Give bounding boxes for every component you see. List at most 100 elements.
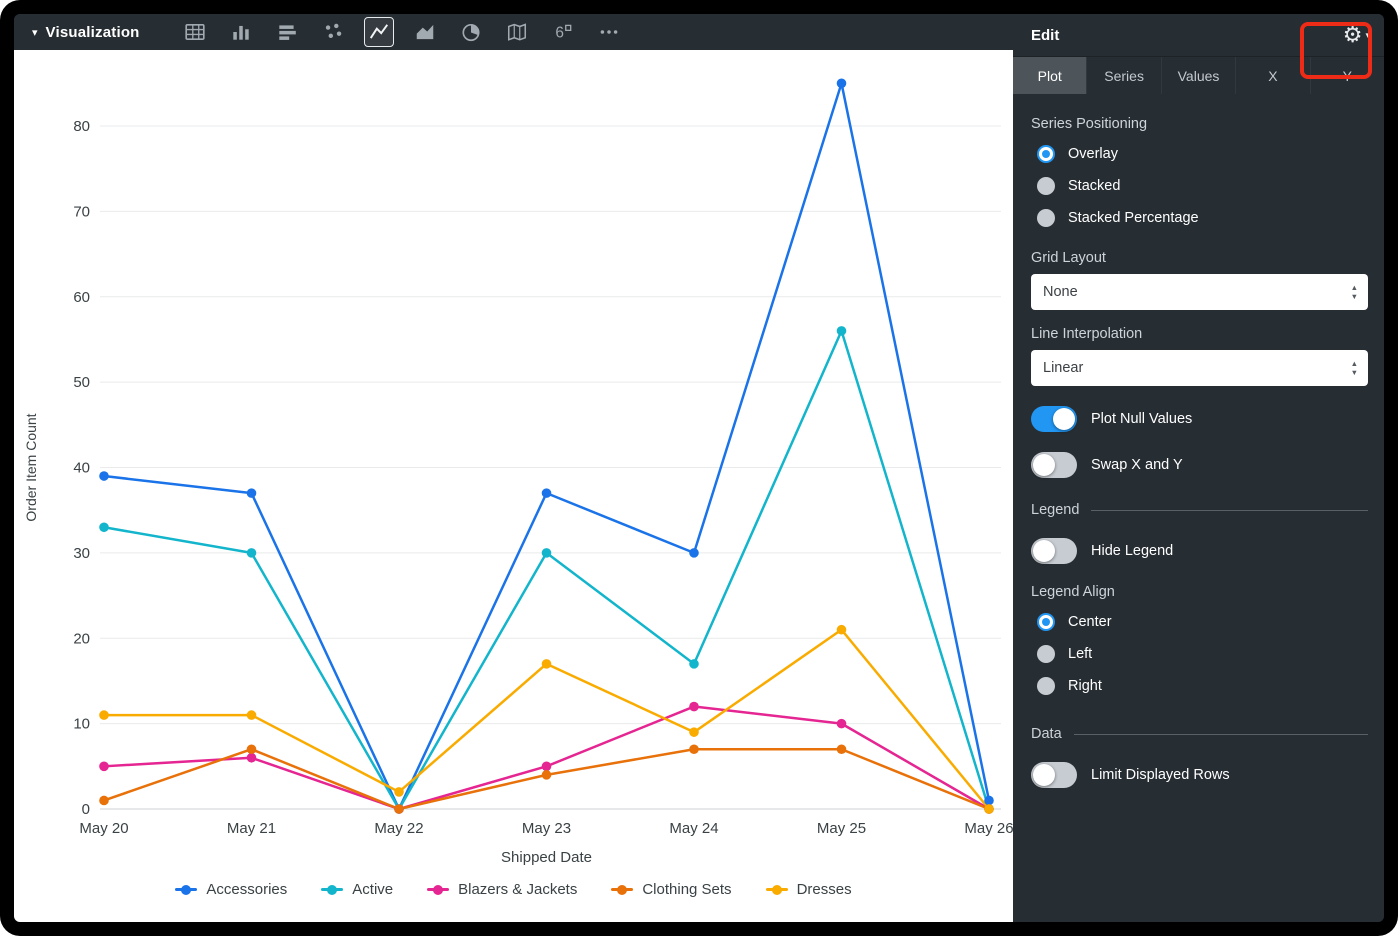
radio-overlay[interactable] (1037, 145, 1055, 163)
svg-text:May 20: May 20 (79, 820, 128, 837)
svg-text:80: 80 (73, 118, 90, 135)
legend-marker (321, 884, 344, 895)
radio-option-left[interactable]: Left (1037, 638, 1368, 670)
series-positioning-label: Series Positioning (1031, 116, 1148, 132)
radio-label-stacked-percentage: Stacked Percentage (1068, 210, 1199, 226)
map-chart-icon[interactable] (502, 17, 532, 47)
section-divider (1091, 509, 1368, 511)
plot-null-values-row: Plot Null Values (1031, 406, 1368, 432)
toolbar-title: Visualization (45, 23, 140, 41)
svg-text:May 21: May 21 (227, 820, 276, 837)
radio-left[interactable] (1037, 645, 1055, 663)
line-chart-icon[interactable] (363, 17, 394, 47)
radio-stacked-percentage[interactable] (1037, 209, 1055, 227)
svg-text:50: 50 (73, 374, 90, 391)
radio-option-right[interactable]: Right (1037, 670, 1368, 702)
single-value-icon[interactable]: 6 (548, 17, 578, 47)
hide-legend-toggle[interactable] (1031, 538, 1077, 564)
swap-x-y-row: Swap X and Y (1031, 452, 1368, 478)
tab-x[interactable]: X (1236, 57, 1311, 94)
legend-marker (427, 884, 450, 895)
legend-label: Dresses (796, 881, 852, 898)
limit-displayed-rows-toggle[interactable] (1031, 762, 1077, 788)
visualization-window: ▾ Visualization 6 0 10 20 30 40 50 60 70 80 May 2… (14, 14, 1384, 922)
svg-text:Order Item Count: Order Item Count (23, 413, 39, 521)
svg-text:May 24: May 24 (669, 820, 718, 837)
line-chart: 0 10 20 30 40 50 60 70 80 May 20 May 21 May 22 May 2… (14, 50, 1013, 868)
legend-item-accessories[interactable]: Accessories (175, 881, 287, 898)
collapse-caret-icon[interactable]: ▾ (32, 26, 38, 39)
chart-canvas: 0 10 20 30 40 50 60 70 80 May 20 May 21 May 22 May 2… (14, 50, 1013, 922)
legend-label: Clothing Sets (642, 881, 732, 898)
legend-dot (327, 884, 338, 895)
edit-panel: Edit ⚙ ▾ Plot Series Values X Y Series Posit… (1013, 14, 1384, 922)
chart-type-icon-row: 6 (180, 17, 624, 47)
left-column: ▾ Visualization 6 0 10 20 30 40 50 60 70 80 May 2… (14, 14, 1013, 922)
series-positioning-options: Overlay Stacked Stacked Percentage (1031, 138, 1368, 234)
svg-text:40: 40 (73, 460, 90, 477)
tab-values[interactable]: Values (1162, 57, 1237, 94)
hide-legend-label: Hide Legend (1091, 543, 1174, 559)
grid-layout-select[interactable]: None ▲ ▼ (1031, 274, 1368, 310)
chevron-down-icon: ▾ (1365, 29, 1370, 40)
radio-right[interactable] (1037, 677, 1055, 695)
legend-dot (771, 884, 782, 895)
radio-center[interactable] (1037, 613, 1055, 631)
legend-label: Blazers & Jackets (458, 881, 578, 898)
tab-y[interactable]: Y (1342, 67, 1352, 84)
plot-null-values-toggle[interactable] (1031, 406, 1077, 432)
legend-dot (617, 884, 628, 895)
radio-stacked[interactable] (1037, 177, 1055, 195)
data-section-header: Data (1031, 726, 1368, 742)
legend-align-options: Center Left Right (1031, 606, 1368, 702)
settings-gear-button[interactable]: ⚙ ▾ (1343, 24, 1370, 46)
line-interpolation-select[interactable]: Linear ▲ ▼ (1031, 350, 1368, 386)
radio-option-stacked[interactable]: Stacked (1037, 170, 1368, 202)
data-section-label: Data (1031, 726, 1062, 742)
panel-title: Edit (1031, 26, 1060, 44)
legend-dot (433, 884, 444, 895)
svg-text:May 26: May 26 (964, 820, 1013, 837)
legend-marker (765, 884, 788, 895)
column-chart-icon[interactable] (226, 17, 256, 47)
svg-text:6: 6 (555, 25, 564, 42)
tab-plot[interactable]: Plot (1013, 57, 1088, 94)
area-chart-icon[interactable] (410, 17, 440, 47)
legend-marker (611, 884, 634, 895)
pie-chart-icon[interactable] (456, 17, 486, 47)
scatter-chart-icon[interactable] (318, 17, 348, 47)
svg-text:May 25: May 25 (817, 820, 866, 837)
radio-label-overlay: Overlay (1068, 146, 1118, 162)
radio-option-center[interactable]: Center (1037, 606, 1368, 638)
more-icon[interactable] (594, 17, 624, 47)
legend-item-dresses[interactable]: Dresses (765, 881, 852, 898)
svg-text:10: 10 (73, 716, 90, 733)
limit-displayed-rows-row: Limit Displayed Rows (1031, 762, 1368, 788)
legend-align-label: Legend Align (1031, 584, 1115, 600)
legend-marker (175, 884, 198, 895)
limit-displayed-rows-label: Limit Displayed Rows (1091, 767, 1230, 783)
radio-option-stacked-percentage[interactable]: Stacked Percentage (1037, 202, 1368, 234)
table-icon[interactable] (180, 17, 210, 47)
visualization-toolbar: ▾ Visualization 6 (14, 14, 1013, 50)
swap-x-y-label: Swap X and Y (1091, 457, 1183, 473)
legend-item-blazers-jackets[interactable]: Blazers & Jackets (427, 881, 577, 898)
panel-body: Series Positioning Overlay Stacked Stacked… (1013, 94, 1384, 808)
chart-legend: Accessories Active Blazers & Jackets Clothi… (14, 881, 1013, 898)
legend-item-clothing-sets[interactable]: Clothing Sets (611, 881, 732, 898)
svg-text:May 23: May 23 (522, 820, 571, 837)
radio-label-right: Right (1068, 678, 1102, 694)
legend-item-active[interactable]: Active (321, 881, 393, 898)
svg-text:20: 20 (73, 630, 90, 647)
svg-text:Shipped Date: Shipped Date (501, 849, 592, 866)
gear-icon: ⚙ (1342, 22, 1363, 47)
svg-text:May 22: May 22 (374, 820, 423, 837)
legend-dot (181, 884, 192, 895)
tab-series[interactable]: Series (1087, 57, 1162, 94)
bar-chart-icon[interactable] (272, 17, 302, 47)
legend-section-header: Legend (1031, 502, 1368, 518)
radio-label-center: Center (1068, 614, 1112, 630)
radio-option-overlay[interactable]: Overlay (1037, 138, 1368, 170)
swap-x-y-toggle[interactable] (1031, 452, 1077, 478)
